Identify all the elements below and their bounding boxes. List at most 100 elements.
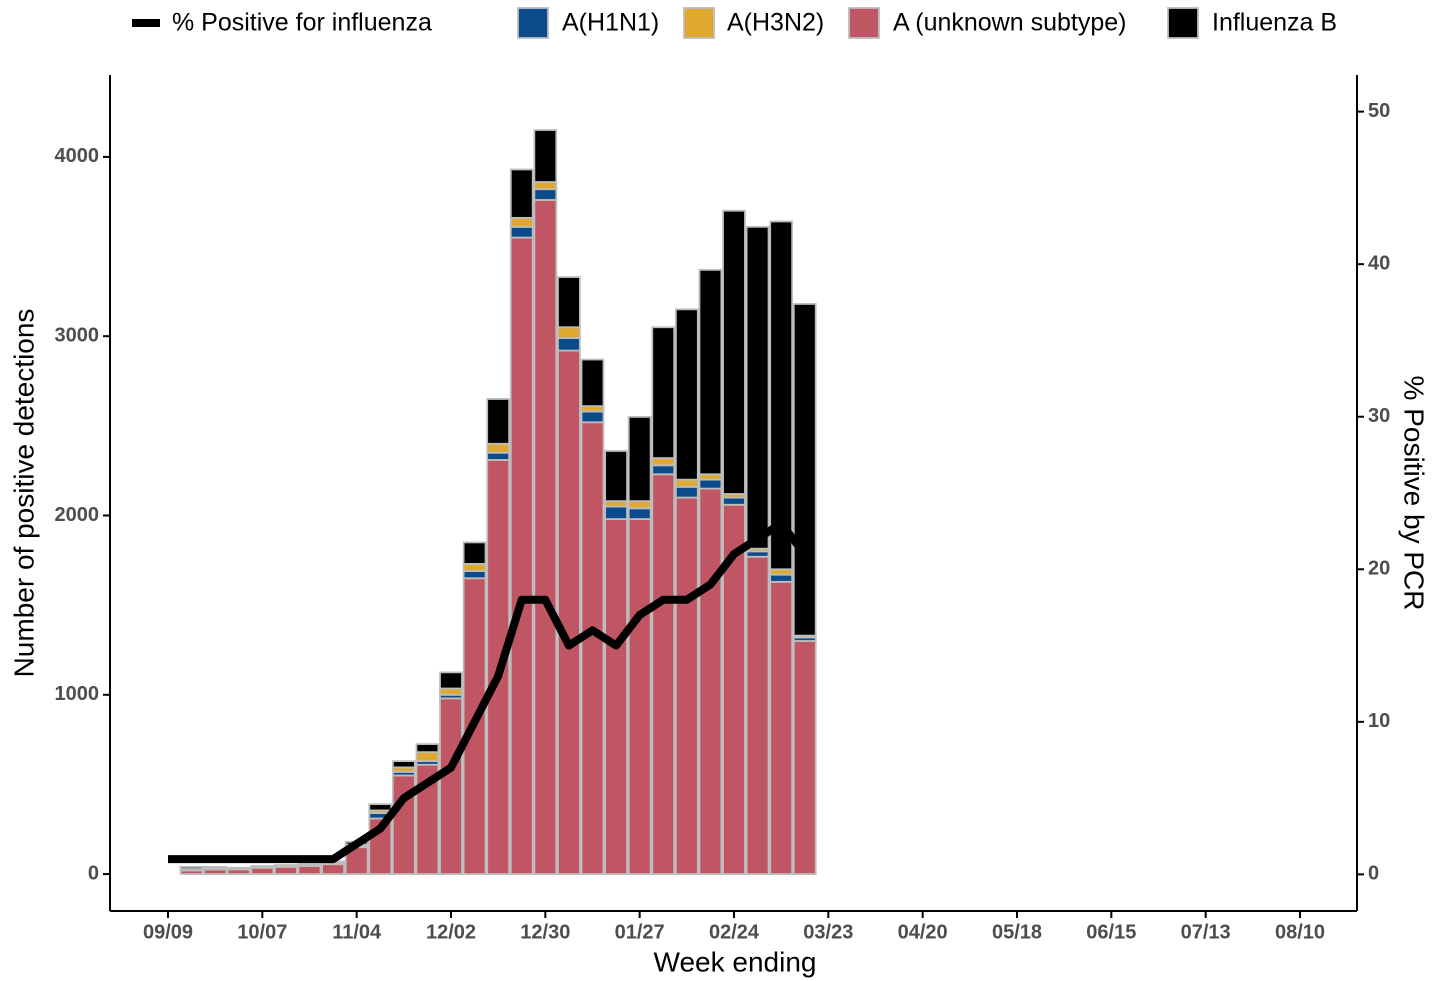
bar <box>509 225 534 239</box>
bar <box>557 326 581 339</box>
x-tick-label: 10/07 <box>237 921 287 943</box>
bar <box>462 563 487 572</box>
bar <box>722 496 746 506</box>
bar <box>580 410 605 424</box>
bar <box>509 216 534 228</box>
x-tick-label: 11/04 <box>332 921 382 943</box>
bar <box>415 743 440 754</box>
x-tick-label: 06/15 <box>1086 921 1136 943</box>
bar <box>674 308 699 481</box>
y2-tick-label: 10 <box>1368 710 1390 732</box>
bar <box>250 866 275 875</box>
legend-swatch <box>848 7 880 39</box>
bar <box>486 442 511 454</box>
bar <box>391 760 416 769</box>
bar <box>486 398 511 445</box>
bar <box>439 671 463 690</box>
y2-tick-label: 50 <box>1368 100 1390 122</box>
x-tick-label: 07/13 <box>1181 921 1231 943</box>
y2-axis-title: % Positive by PCR <box>1399 376 1430 611</box>
bar <box>274 865 298 875</box>
bar <box>297 865 322 875</box>
bar <box>698 478 723 490</box>
line <box>168 519 808 864</box>
bar <box>651 464 676 476</box>
bar <box>533 129 558 183</box>
bar <box>674 496 699 875</box>
y-tick-label: 4000 <box>55 145 100 167</box>
y-tick-label: 2000 <box>55 504 100 526</box>
bar <box>769 220 794 571</box>
y2-tick-label: 40 <box>1368 252 1390 274</box>
bar <box>557 337 581 352</box>
legend-swatch <box>683 7 715 39</box>
x-tick-label: 03/23 <box>803 921 853 943</box>
bar <box>651 473 676 875</box>
bar <box>580 358 605 408</box>
y-tick-label: 1000 <box>55 683 100 705</box>
legend-swatch <box>517 7 549 39</box>
y2-tick-label: 0 <box>1368 863 1379 885</box>
bar <box>604 450 628 503</box>
bar <box>674 485 699 499</box>
bar <box>745 225 770 550</box>
bar <box>179 865 204 870</box>
bar <box>250 865 275 868</box>
bar <box>627 500 652 510</box>
bar <box>321 863 345 875</box>
bar <box>674 478 699 488</box>
bar <box>297 863 322 867</box>
y-tick-label: 3000 <box>55 324 100 346</box>
bar <box>557 276 581 329</box>
y-axis-title: Number of positive detections <box>8 309 39 678</box>
bar <box>651 326 676 460</box>
y-tick-label: 0 <box>88 862 99 884</box>
bar <box>745 555 770 875</box>
x-tick-label: 12/30 <box>520 921 570 943</box>
bar <box>462 570 487 580</box>
bar <box>509 236 534 875</box>
y2-tick-label: 20 <box>1368 558 1390 580</box>
bar <box>792 640 817 875</box>
bar <box>604 505 628 520</box>
bar <box>439 687 463 696</box>
bar <box>533 199 558 875</box>
bar <box>203 865 228 870</box>
legend-label: A(H1N1) <box>562 9 659 37</box>
bar <box>439 697 463 875</box>
bar <box>651 457 676 467</box>
x-tick-label: 02/24 <box>709 921 760 943</box>
bar <box>627 415 652 503</box>
bar <box>769 580 794 875</box>
y2-tick-label: 30 <box>1368 405 1390 427</box>
bar <box>557 349 581 875</box>
bar <box>368 803 393 812</box>
x-tick-label: 08/10 <box>1275 921 1325 943</box>
bar <box>533 188 558 201</box>
x-tick-label: 12/02 <box>426 921 476 943</box>
bar <box>722 209 746 495</box>
x-tick-label: 04/20 <box>898 921 948 943</box>
bar <box>462 541 487 565</box>
bar <box>533 181 558 191</box>
bar <box>769 573 794 583</box>
x-axis-title: Week ending <box>654 946 817 977</box>
bar <box>627 507 652 520</box>
bar <box>274 864 298 867</box>
bar <box>604 518 628 875</box>
x-tick-label: 09/09 <box>143 921 193 943</box>
bar <box>792 303 817 637</box>
legend-label: Influenza B <box>1212 9 1337 37</box>
bar <box>415 751 440 763</box>
bar <box>698 487 723 875</box>
bar <box>627 518 652 875</box>
bar <box>226 866 251 870</box>
legend-label: % Positive for influenza <box>172 9 432 37</box>
bar <box>698 268 723 476</box>
bar <box>486 451 511 461</box>
bar <box>580 421 605 875</box>
legend-label: A(H3N2) <box>727 9 824 37</box>
bar <box>509 168 534 219</box>
legend-swatch <box>1167 7 1199 39</box>
